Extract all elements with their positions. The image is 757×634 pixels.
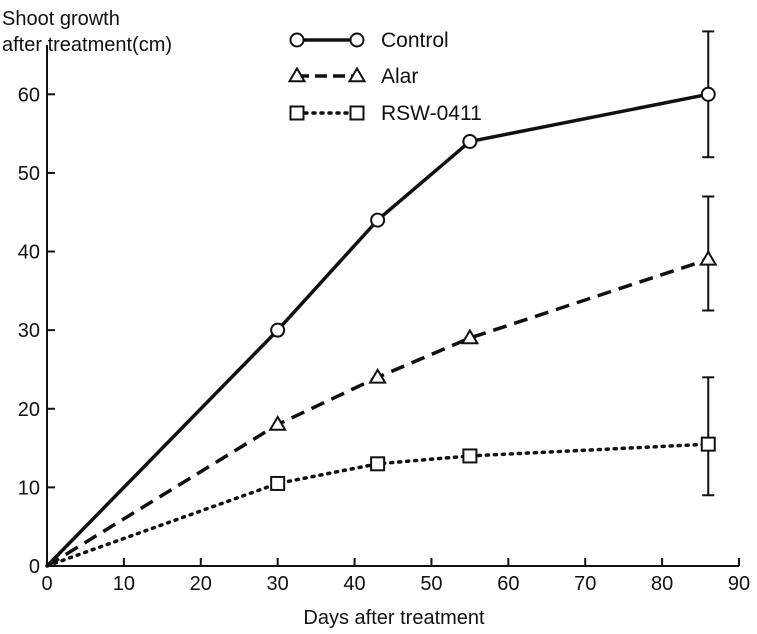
series-alar [46,195,718,568]
legend-marker-alar [287,66,307,83]
data-point-alar [698,249,718,266]
axes [46,45,739,567]
x-tick-label: 20 [190,573,212,595]
data-point-rsw-0411 [370,456,386,472]
y-tick-label: 20 [18,399,40,421]
x-tick-label: 40 [343,573,365,595]
legend-marker-rsw-0411 [349,105,365,121]
x-tick-label: 30 [267,573,289,595]
data-point-alar [268,415,287,431]
x-ticks: 0 10 20 30 40 50 60 70 80 90 [41,558,750,595]
legend-label-control: Control [381,29,449,52]
data-point-control [370,212,386,228]
data-point-control [270,322,286,338]
legend-marker-rsw-0411 [289,105,305,121]
data-point-control [700,86,716,102]
data-point-rsw-0411 [270,475,286,491]
x-tick-label: 0 [41,573,52,595]
legend-label-alar: Alar [381,65,418,88]
data-point-rsw-0411 [700,436,716,452]
legend-label-rsw-0411: RSW-0411 [381,102,482,125]
legend-marker-control [289,32,305,48]
y-tick-label: 40 [18,242,40,264]
x-axis-label: Days after treatment [303,607,485,629]
x-tick-label: 50 [420,573,442,595]
y-axis-label-line-2: after treatment(cm) [2,34,173,56]
legend-marker-control [349,32,365,48]
y-tick-label: 30 [18,320,40,342]
series-line-control [45,92,709,568]
legend-marker-alar [347,66,367,83]
x-tick-label: 70 [574,573,596,595]
series-rsw-0411 [45,376,716,568]
data-point-alar [368,367,387,384]
x-tick-label: 60 [497,573,519,595]
legend: Control Alar RSW-0411 [287,29,482,125]
data-point-control [462,133,478,149]
y-tick-label: 60 [18,84,40,106]
data-point-alar [460,328,480,345]
series-line-alar [46,257,709,568]
data-point-rsw-0411 [462,448,478,464]
x-tick-label: 10 [113,573,135,595]
y-tick-label: 10 [18,477,40,499]
x-tick-label: 80 [651,573,673,595]
y-ticks: 0 10 20 30 40 50 60 [18,84,55,578]
y-tick-label: 50 [18,163,40,185]
y-tick-label: 0 [29,556,40,578]
series-layer [45,30,718,568]
x-tick-label: 90 [728,573,750,595]
y-axis-label-line-1: Shoot growth [2,8,120,30]
series-control [45,30,716,568]
